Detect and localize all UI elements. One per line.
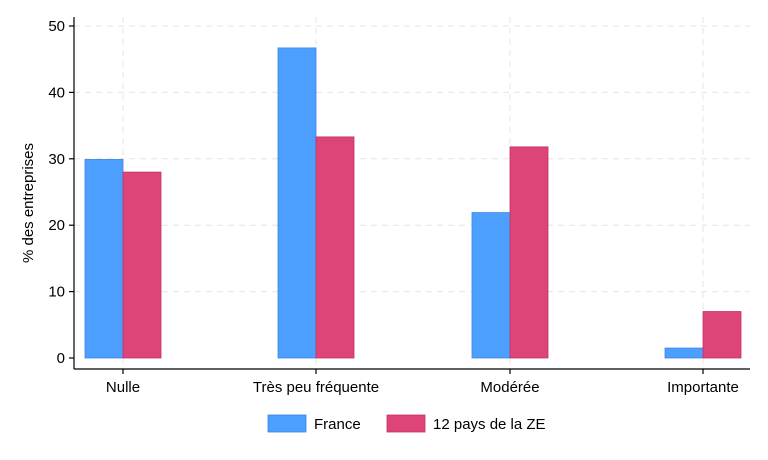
bar-france-3: [664, 347, 704, 359]
bar-france-0: [84, 159, 124, 359]
grid-lines: [74, 17, 750, 369]
bar-france-1: [277, 47, 317, 359]
x-tick-label: Modérée: [480, 379, 539, 396]
y-tick-labels: 0 10 20 30 40 50: [48, 18, 65, 367]
y-tick-label: 50: [48, 18, 65, 35]
x-tick-label: Nulle: [106, 379, 140, 396]
bar-ze-0: [122, 171, 162, 359]
y-axis-title: % des entreprises: [20, 143, 37, 263]
legend: France 12 pays de la ZE: [267, 414, 546, 433]
legend-label-france: France: [314, 416, 361, 433]
x-tick-label: Importante: [667, 379, 739, 396]
bar-ze-3: [702, 311, 742, 359]
y-tick-label: 30: [48, 151, 65, 168]
y-tick-label: 0: [57, 350, 65, 367]
bar-france-2: [471, 212, 511, 359]
y-tick-label: 20: [48, 217, 65, 234]
bar-ze-2: [509, 146, 549, 359]
y-tick-label: 40: [48, 84, 65, 101]
y-tick-label: 10: [48, 284, 65, 301]
axes: [69, 17, 750, 374]
legend-label-ze: 12 pays de la ZE: [433, 416, 546, 433]
bar-ze-1: [315, 136, 355, 359]
bars: [84, 47, 742, 359]
legend-swatch-france: [267, 414, 307, 433]
x-tick-label: Très peu fréquente: [253, 379, 379, 396]
x-tick-labels: Nulle Très peu fréquente Modérée Importante: [106, 379, 739, 396]
legend-swatch-ze: [386, 414, 426, 433]
